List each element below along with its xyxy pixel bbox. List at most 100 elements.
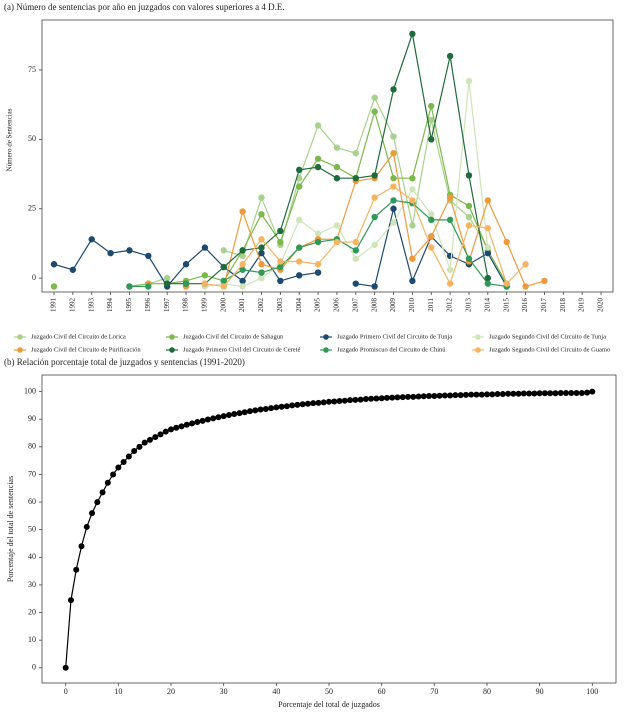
data-point xyxy=(315,399,322,406)
x-tick-label: 2009 xyxy=(389,298,397,313)
x-tick-label: 100 xyxy=(586,687,598,696)
data-point xyxy=(296,244,303,251)
data-point xyxy=(446,266,454,273)
data-point xyxy=(409,30,416,38)
series-line xyxy=(204,80,489,288)
x-tick-label: 2002 xyxy=(257,298,265,313)
data-point xyxy=(62,664,69,671)
data-point xyxy=(333,144,341,151)
y-axis-label: Número de Sentencias xyxy=(6,108,14,171)
data-point xyxy=(73,566,80,573)
x-tick-label: 1998 xyxy=(182,298,190,313)
data-point xyxy=(547,390,554,397)
x-tick-label: 2010 xyxy=(408,298,416,313)
data-point xyxy=(162,428,169,435)
data-point xyxy=(568,389,575,396)
x-tick-label: 2008 xyxy=(370,298,378,313)
data-point xyxy=(220,277,227,285)
data-point xyxy=(428,216,435,224)
data-point xyxy=(258,269,265,276)
y-tick-label: 100 xyxy=(24,386,36,395)
x-axis-label: Porcentaje del total de juzgados xyxy=(278,700,380,709)
data-point xyxy=(484,249,492,257)
data-point xyxy=(341,397,348,404)
data-point xyxy=(289,402,296,409)
x-tick-label: 1999 xyxy=(201,298,209,313)
y-tick-label: 25 xyxy=(28,204,36,213)
data-point xyxy=(352,150,359,157)
data-point xyxy=(390,205,397,212)
data-point xyxy=(163,280,171,287)
data-point xyxy=(390,219,397,226)
legend-marker xyxy=(17,347,23,353)
x-tick-label: 1991 xyxy=(50,298,58,313)
data-point xyxy=(277,227,284,235)
y-tick-label: 30 xyxy=(28,580,36,589)
data-point xyxy=(515,390,522,397)
legend-marker xyxy=(169,334,175,340)
data-point xyxy=(428,136,435,143)
data-point xyxy=(352,396,359,403)
data-point xyxy=(371,172,378,179)
data-point xyxy=(573,389,580,396)
data-point xyxy=(241,409,248,416)
chart-title: (a) Número de sentencias por año en juzg… xyxy=(4,2,285,12)
data-point xyxy=(541,390,548,397)
data-point xyxy=(125,453,132,460)
data-point xyxy=(522,283,529,290)
data-point xyxy=(465,172,473,179)
data-point xyxy=(168,426,175,433)
x-tick-label: 50 xyxy=(325,687,333,696)
data-point xyxy=(239,247,246,254)
series-line xyxy=(167,33,489,285)
data-point xyxy=(145,252,152,260)
data-point xyxy=(283,403,290,410)
data-point xyxy=(239,277,246,285)
data-point xyxy=(220,247,227,254)
data-point xyxy=(333,238,341,246)
data-point xyxy=(239,252,246,260)
x-tick-label: 90 xyxy=(536,687,544,696)
y-tick-label: 0 xyxy=(32,273,36,282)
data-point xyxy=(409,197,416,204)
data-point xyxy=(314,163,322,171)
x-tick-label: 1995 xyxy=(125,298,133,313)
data-point xyxy=(584,389,591,396)
data-point xyxy=(336,397,343,404)
data-point xyxy=(268,405,275,412)
data-point xyxy=(296,166,303,174)
x-tick-label: 80 xyxy=(483,687,491,696)
data-point xyxy=(531,390,538,397)
data-point xyxy=(415,393,422,400)
data-point xyxy=(258,236,265,243)
data-point xyxy=(331,398,338,405)
data-point xyxy=(258,194,265,201)
plot-frame xyxy=(41,19,614,293)
data-point xyxy=(347,397,354,404)
data-point xyxy=(409,222,416,229)
data-point xyxy=(362,396,369,403)
data-point xyxy=(145,283,152,290)
legend-label: Juzgado Promiscuo del Circuito de Chinú xyxy=(337,346,446,353)
y-tick-label: 10 xyxy=(28,635,36,644)
data-point xyxy=(436,392,443,399)
x-tick-label: 1996 xyxy=(144,298,152,313)
data-point xyxy=(278,403,285,410)
data-point xyxy=(239,261,246,268)
legend-label: Juzgado Primero Civil del Circuito de Ce… xyxy=(183,346,300,353)
data-point xyxy=(390,183,397,190)
data-point xyxy=(146,436,153,443)
data-point xyxy=(88,236,95,243)
data-point xyxy=(50,261,58,268)
data-point xyxy=(409,255,416,262)
x-tick-label: 2020 xyxy=(597,298,605,313)
data-point xyxy=(94,499,101,506)
data-point xyxy=(446,280,454,287)
data-point xyxy=(484,197,492,204)
data-point xyxy=(252,407,259,414)
data-point xyxy=(557,389,564,396)
y-tick-label: 75 xyxy=(28,65,36,74)
data-point xyxy=(371,213,378,221)
data-point xyxy=(258,249,265,257)
data-point xyxy=(333,222,341,229)
